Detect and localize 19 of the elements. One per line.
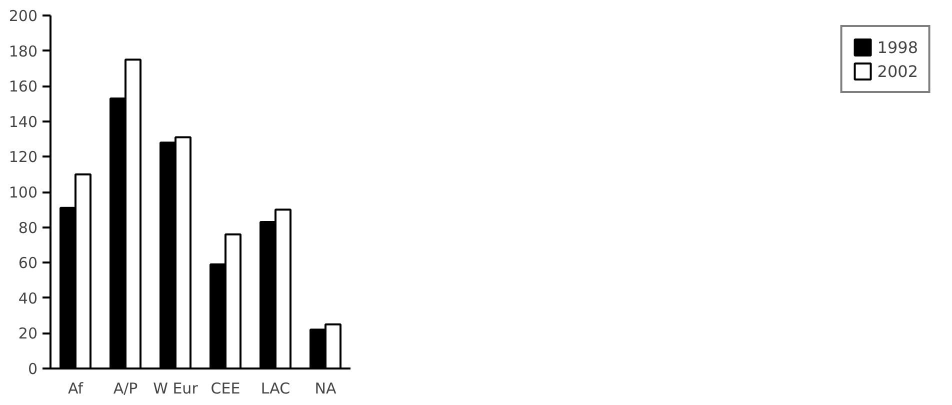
x-tick-label: A/P [113, 380, 138, 398]
x-tick-label: LAC [260, 380, 290, 398]
y-tick-label: 100 [8, 184, 38, 202]
legend-label: 1998 [877, 38, 918, 56]
y-tick-label: 40 [18, 289, 38, 308]
x-tick-label: Af [68, 380, 84, 398]
x-tick-label: NA [314, 380, 337, 398]
legend-label: 2002 [877, 62, 918, 80]
y-tick-label: 120 [8, 148, 38, 166]
y-tick-label: 180 [8, 42, 38, 60]
y-tick-label: 60 [18, 254, 38, 272]
y-tick-label: 80 [18, 218, 38, 237]
x-tick-label: W Eur [153, 380, 199, 398]
x-tick-label: CEE [210, 380, 240, 398]
y-tick-label: 200 [8, 7, 38, 25]
y-tick-label: 140 [8, 112, 38, 131]
y-tick-label: 20 [18, 324, 38, 343]
y-tick-label: 160 [8, 78, 38, 96]
y-tick-label: 0 [28, 360, 38, 378]
